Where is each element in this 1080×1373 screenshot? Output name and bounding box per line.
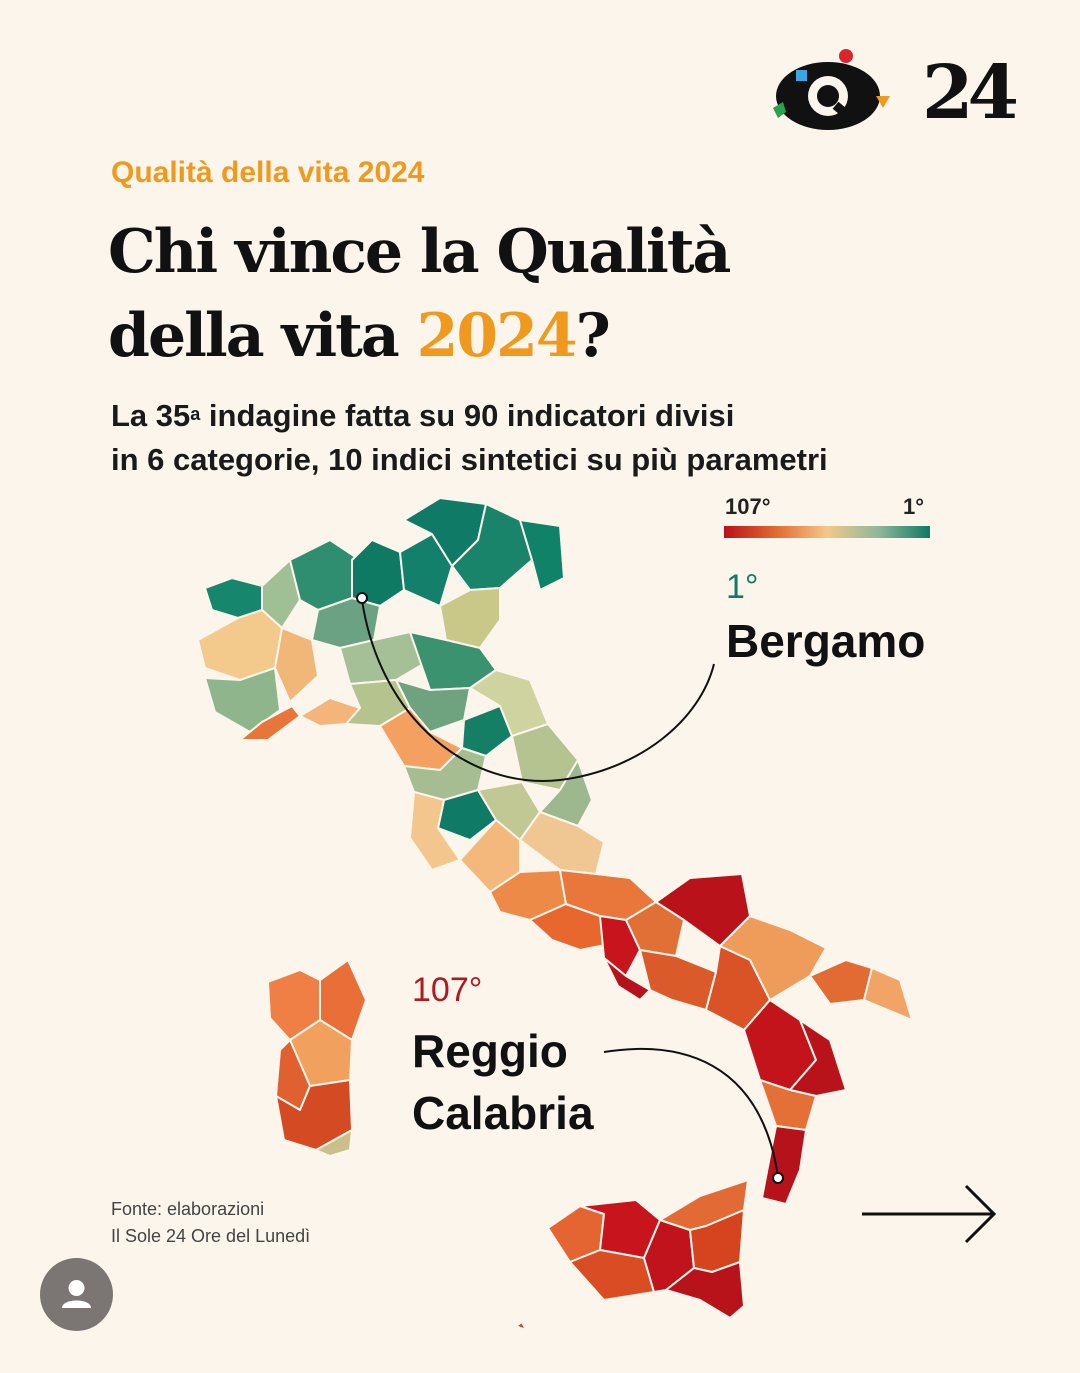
legend-color-scale <box>724 526 930 538</box>
province-sud-sardegna <box>315 1129 353 1157</box>
province-friuli <box>519 519 565 591</box>
subtitle-part-a: La 35 <box>111 398 191 433</box>
person-icon <box>62 1280 91 1308</box>
province-bologna <box>461 705 513 757</box>
brand-24-wordmark: 24 <box>922 50 1019 136</box>
title-line-2: della vita 2024? <box>108 294 729 378</box>
map-north <box>197 497 565 757</box>
province-bari <box>719 915 827 1001</box>
user-avatar-icon[interactable] <box>40 1258 113 1331</box>
kicker: Qualità della vita 2024 <box>111 156 425 189</box>
province-cuneo <box>204 667 281 733</box>
province-benevento <box>625 901 685 957</box>
bottom-name-line-1: Reggio <box>412 1025 568 1077</box>
province-lazio-n <box>459 819 521 893</box>
province-cagliari <box>275 1079 353 1151</box>
title-line-1: Chi vince la Qualità <box>108 217 731 287</box>
province-asti <box>274 627 319 703</box>
bottom-rank: 107° <box>412 971 483 1009</box>
source-line-2: Il Sole 24 Ore del Lunedì <box>111 1226 311 1246</box>
bergamo-callout-line <box>361 599 715 782</box>
callout-lines <box>361 599 779 1177</box>
province-piemonte-n <box>261 559 301 629</box>
province-catanzaro <box>759 1079 817 1131</box>
bottom-name-line-2: Calabria <box>412 1087 594 1139</box>
subtitle-part-b: indagine fatta su 90 indicatori divisi <box>200 398 735 433</box>
eye-q-logo-icon <box>773 49 890 130</box>
subtitle-sup: a <box>190 404 201 424</box>
province-ragusa-siracusa <box>665 1261 745 1319</box>
title-line-2-prefix: della vita <box>108 301 417 371</box>
map-islands <box>267 959 749 1331</box>
legend-low-label: 107° <box>725 494 771 519</box>
page-title: Chi vince la Qualità della vita 2024? <box>108 210 731 378</box>
island-small <box>515 1321 527 1331</box>
top-rank: 1° <box>726 568 759 606</box>
province-lecce <box>863 967 913 1021</box>
source-note: Fonte: elaborazioni Il Sole 24 Ore del L… <box>111 1196 310 1250</box>
legend-high-label: 1° <box>903 494 925 519</box>
province-liguria-w <box>239 705 301 741</box>
province-caserta <box>599 915 641 977</box>
bottom-province-name: Reggio Calabria <box>412 1020 594 1144</box>
map-south <box>599 873 913 1205</box>
title-suffix: ? <box>575 301 611 371</box>
arrow-right-icon[interactable] <box>860 1182 1000 1246</box>
subtitle: La 35a indagine fatta su 90 indicatori d… <box>111 394 828 482</box>
reggio-marker <box>772 1172 784 1184</box>
province-olbia <box>319 959 367 1041</box>
province-taranto <box>809 959 873 1005</box>
title-year: 2024 <box>416 301 578 371</box>
subtitle-line-2: in 6 categorie, 10 indici sintetici su p… <box>111 442 828 477</box>
province-brescia <box>399 533 453 607</box>
subtitle-line-1: La 35a indagine fatta su 90 indicatori d… <box>111 394 828 438</box>
province-reggio-calabria <box>761 1125 807 1205</box>
map-center <box>379 707 657 951</box>
province-salerno <box>639 949 717 1011</box>
top-province-name: Bergamo <box>726 615 926 667</box>
source-line-1: Fonte: elaborazioni <box>111 1199 265 1219</box>
province-abruzzo <box>519 811 605 875</box>
province-agrigento <box>569 1249 655 1301</box>
bergamo-marker <box>356 592 368 604</box>
province-veneto-c <box>439 587 501 649</box>
reggio-callout-line <box>603 1047 779 1177</box>
province-napoli <box>603 957 651 1001</box>
